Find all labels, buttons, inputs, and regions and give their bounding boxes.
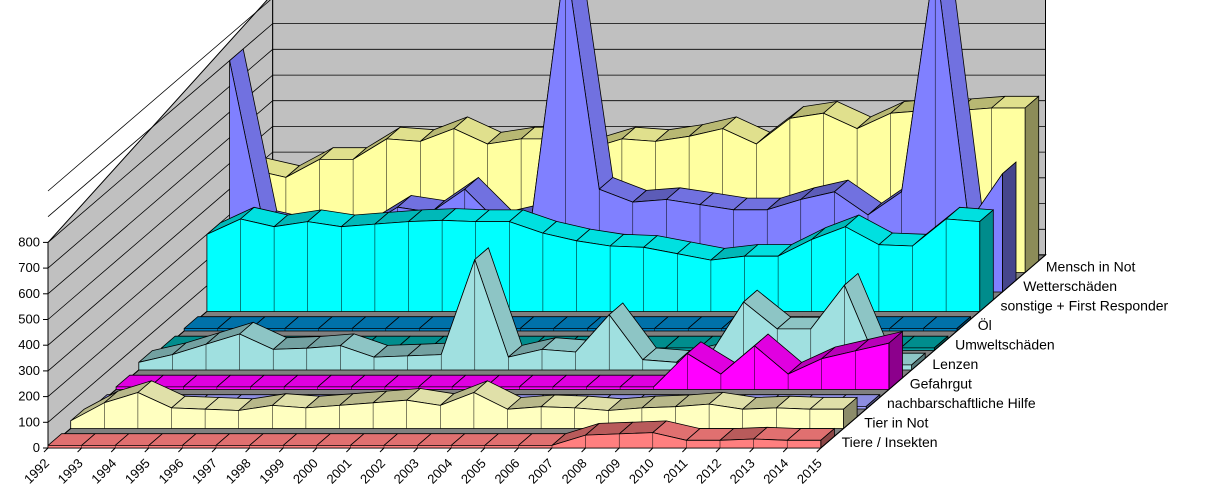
series-labels: Tiere / Insekten Tier in Not nachbarschaft… [820,254,1169,450]
y-tick-label: 500 [18,312,40,327]
x-tick-mark [379,447,385,453]
x-tick-label: 2001 [323,456,354,487]
x-tick-label: 2006 [491,456,522,487]
x-tick-mark [312,447,318,453]
x-tick-mark [413,447,418,453]
series-sonstige-first-responder [206,206,994,313]
series-label: Lenzen [932,356,978,372]
series-label: Wetterschäden [1023,278,1117,294]
gridline [47,0,271,192]
series-side-cap [1024,95,1040,274]
x-tick-mark [43,447,49,453]
x-tick-mark [514,447,519,453]
x-tick-label: 1996 [155,456,186,487]
y-axis: 0 100 200 300 400 500 600 700 800 [18,234,49,455]
x-tick-label: 1998 [223,456,254,487]
x-tick-mark [77,447,82,453]
x-tick-label: 2011 [660,456,690,486]
x-tick-mark [782,447,788,453]
x-tick-mark [144,447,150,453]
series-lenzen [138,247,926,371]
x-tick-mark [581,447,586,453]
series-front-face [138,259,912,371]
x-tick-mark [816,447,822,453]
x-tick-mark [278,447,284,453]
y-tick-label: 600 [18,286,40,301]
series-tiere-insekten [47,420,835,449]
gridline [47,74,1046,269]
series-side-cap [1002,161,1017,293]
series-front-face [70,392,844,429]
x-tick-mark [346,447,351,453]
series-front-face [115,342,890,390]
x-tick-label: 2005 [458,456,489,487]
x-tick-mark [211,447,217,453]
x-tick-label: 2015 [794,456,825,487]
x-tick-mark [446,447,452,453]
x-tick-mark [178,447,183,453]
y-tick-label: 0 [33,440,40,455]
x-tick-label: 1999 [256,456,287,487]
series-label: Mensch in Not [1046,259,1136,275]
x-tick-label: 1997 [189,456,220,487]
x-tick-label: 2010 [626,456,657,487]
series-label: nachbarschaftliche Hilfe [887,395,1036,411]
x-tick-label: 2000 [290,456,321,487]
x-tick-mark [110,447,116,453]
series-label: Gefahrgut [910,376,972,392]
series-label: Öl [978,316,992,333]
x-axis: 1992 1993 1994 1995 1996 1997 1998 1999 2000 2001… [21,447,825,487]
x-tick-label: 2008 [559,456,590,487]
x-tick-label: 2014 [760,456,791,487]
x-tick-label: 2009 [592,456,623,487]
x-tick-mark [245,447,250,453]
x-tick-mark [682,447,687,453]
x-tick-label: 1995 [122,456,153,487]
x-tick-label: 1992 [21,456,52,487]
y-tick-label: 400 [18,337,40,352]
series-label: sonstige + First Responder [1001,298,1169,314]
series-front-face [47,432,822,449]
x-tick-label: 2012 [693,456,724,487]
x-tick-mark [749,447,754,453]
x-tick-mark [648,447,654,453]
x-tick-mark [480,447,486,453]
gridline [47,23,1046,218]
y-tick-label: 100 [18,414,40,429]
x-tick-mark [715,447,721,453]
gridline [47,100,1046,295]
x-tick-label: 2013 [727,456,758,487]
y-tick-label: 800 [18,234,40,249]
x-tick-mark [547,447,553,453]
series-tier-in-not [70,380,858,430]
x-tick-mark [614,447,620,453]
series-label: Tiere / Insekten [842,434,938,450]
y-tick-label: 200 [18,389,40,404]
x-tick-label: 2004 [424,456,455,487]
x-tick-label: 1993 [55,456,86,487]
series-side-cap [979,209,994,313]
series-label: Tier in Not [864,415,928,431]
series-layer [47,0,1040,449]
x-tick-label: 2003 [391,456,422,487]
x-tick-label: 1994 [88,456,119,487]
y-tick-label: 700 [18,260,40,275]
y-tick-label: 300 [18,363,40,378]
series-label: Umweltschäden [955,337,1055,353]
x-tick-label: 2007 [525,456,556,487]
depth-axis-line [820,254,1046,449]
gridline [47,48,1046,243]
x-tick-label: 2002 [357,456,388,487]
series-gefahrgut [115,330,903,391]
